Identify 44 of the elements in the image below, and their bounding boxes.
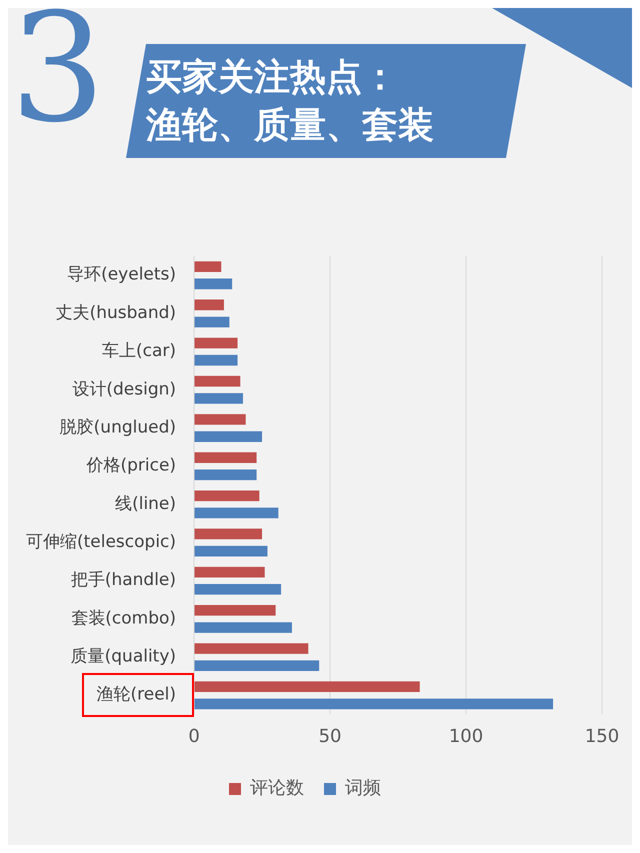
bar <box>194 338 238 348</box>
bar <box>194 469 257 480</box>
bar <box>194 393 243 404</box>
bar <box>194 452 257 463</box>
bar <box>194 431 262 442</box>
y-tick-label: 车上(car) <box>102 341 176 362</box>
y-tick-label: 脱胶(unglued) <box>60 417 176 438</box>
x-tick-label: 100 <box>448 726 484 747</box>
bar <box>194 584 282 595</box>
y-tick-label: 丈夫(husband) <box>56 302 176 323</box>
y-tick-label: 线(line) <box>115 494 176 514</box>
y-tick-label: 渔轮(reel) <box>96 684 176 705</box>
bar <box>194 414 246 425</box>
bar <box>194 681 420 692</box>
y-tick-label: 设计(design) <box>72 379 176 400</box>
y-tick-label: 质量(quality) <box>70 646 176 667</box>
bar <box>194 354 238 366</box>
bar <box>194 622 292 633</box>
bar <box>194 660 320 672</box>
bar <box>194 698 554 710</box>
bar <box>194 508 278 518</box>
bar <box>194 490 260 502</box>
y-tick-label: 价格(price) <box>85 456 176 476</box>
bar <box>194 546 268 556</box>
x-tick-label: 0 <box>188 726 200 747</box>
bar <box>194 643 308 654</box>
chart-subtitle: 渔轮、质量、套装 <box>146 104 434 148</box>
x-tick-label: 150 <box>584 726 620 747</box>
bar <box>194 376 240 387</box>
bar <box>194 261 222 272</box>
bar <box>194 316 230 328</box>
x-tick-label: 50 <box>318 726 342 747</box>
chart-title: 买家关注热点： <box>146 56 399 100</box>
y-tick-label: 套装(combo) <box>71 608 176 628</box>
legend-label: 评论数 <box>250 778 304 799</box>
y-tick-label: 把手(handle) <box>70 570 176 590</box>
bar <box>194 300 224 310</box>
legend-label: 词频 <box>345 778 381 799</box>
bar <box>194 605 276 616</box>
bar <box>194 566 265 578</box>
bar <box>194 278 232 290</box>
bar <box>194 528 262 540</box>
y-tick-label: 导环(eyelets) <box>67 264 176 285</box>
y-tick-label: 可伸缩(telescopic) <box>26 532 176 552</box>
